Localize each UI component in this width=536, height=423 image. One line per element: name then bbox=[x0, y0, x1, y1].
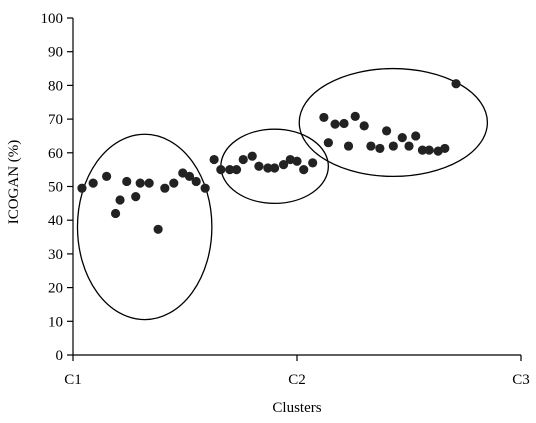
data-point bbox=[382, 126, 392, 136]
cluster-ellipses bbox=[76, 67, 489, 321]
data-point bbox=[254, 161, 264, 171]
x-ticks: C1 C2 C3 bbox=[64, 355, 530, 388]
data-point bbox=[247, 151, 257, 161]
data-point bbox=[77, 183, 87, 193]
x-tick-label: C2 bbox=[288, 372, 306, 388]
y-tick-label: 100 bbox=[41, 11, 64, 27]
data-point bbox=[88, 178, 98, 188]
data-point bbox=[263, 163, 273, 173]
data-point bbox=[366, 141, 376, 151]
x-tick-label: C3 bbox=[512, 372, 530, 388]
data-point bbox=[216, 165, 226, 175]
x-tick-label: C1 bbox=[64, 372, 82, 388]
data-point bbox=[209, 154, 219, 165]
data-point bbox=[102, 171, 112, 181]
data-point bbox=[292, 156, 302, 166]
data-point bbox=[135, 178, 145, 188]
y-tick-label: 50 bbox=[48, 180, 63, 196]
y-tick-label: 80 bbox=[48, 78, 63, 94]
y-tick-label: 90 bbox=[48, 45, 63, 61]
data-point bbox=[200, 183, 210, 193]
data-point bbox=[115, 195, 125, 205]
data-point bbox=[131, 192, 141, 202]
data-point bbox=[397, 133, 407, 143]
data-point bbox=[169, 178, 179, 188]
y-tick-label: 60 bbox=[48, 146, 63, 162]
data-point bbox=[191, 176, 201, 187]
y-tick-label: 40 bbox=[48, 213, 63, 229]
data-point bbox=[343, 141, 354, 151]
y-tick-label: 20 bbox=[48, 281, 63, 297]
y-ticks: 0 10 20 30 40 50 60 70 80 90 100 bbox=[41, 11, 73, 364]
cluster-ellipse bbox=[76, 133, 213, 321]
data-point bbox=[319, 112, 329, 123]
data-point bbox=[330, 119, 340, 129]
data-point bbox=[417, 145, 428, 155]
data-point bbox=[375, 143, 385, 154]
y-tick-label: 70 bbox=[48, 112, 63, 128]
cluster-ellipse bbox=[298, 67, 489, 178]
data-point bbox=[231, 165, 242, 175]
y-tick-label: 0 bbox=[56, 348, 64, 364]
data-point bbox=[299, 165, 309, 175]
data-point bbox=[411, 131, 421, 141]
data-point bbox=[225, 165, 235, 175]
data-point bbox=[404, 141, 414, 151]
data-point bbox=[184, 171, 195, 181]
data-point bbox=[339, 118, 349, 129]
data-point bbox=[122, 176, 132, 187]
data-point bbox=[350, 111, 360, 122]
data-point bbox=[144, 178, 154, 188]
data-point bbox=[110, 208, 121, 219]
data-point bbox=[440, 143, 450, 154]
data-point bbox=[278, 159, 289, 170]
y-tick-label: 30 bbox=[48, 247, 63, 263]
data-point bbox=[238, 154, 248, 165]
data-point bbox=[359, 121, 369, 131]
data-point bbox=[323, 138, 333, 148]
x-axis-label: Clusters bbox=[272, 400, 321, 416]
data-point bbox=[308, 158, 318, 168]
y-tick-label: 10 bbox=[48, 314, 63, 330]
data-point bbox=[388, 141, 398, 151]
data-point bbox=[270, 163, 280, 173]
data-point bbox=[451, 79, 461, 89]
y-axis-label: ICOGAN (%) bbox=[6, 140, 22, 225]
data-points bbox=[77, 79, 461, 234]
data-point bbox=[160, 183, 170, 193]
data-point bbox=[153, 224, 163, 234]
data-point bbox=[424, 145, 434, 155]
